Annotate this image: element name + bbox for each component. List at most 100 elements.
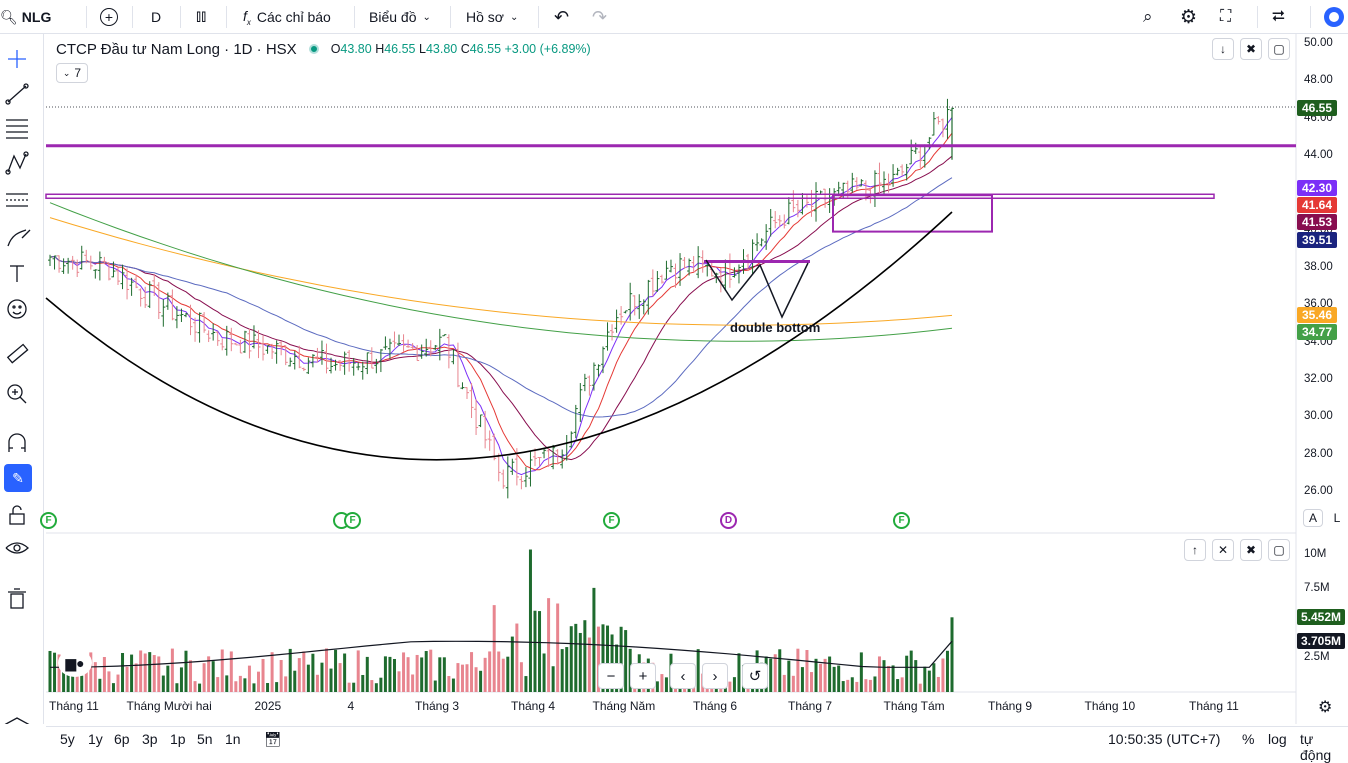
volume-bar <box>424 651 428 692</box>
quick-search-button[interactable]: ⌕ <box>1143 0 1153 34</box>
move-pane-down-button[interactable]: ↓ <box>1212 38 1234 60</box>
axis-settings-button[interactable]: ⚙ <box>1318 697 1332 717</box>
close-pane-button[interactable]: ✕ <box>1212 539 1234 561</box>
volume-bar <box>850 677 854 692</box>
volume-bar <box>125 666 129 692</box>
volume-bars <box>48 549 954 692</box>
collapse-icon: ✖ <box>1245 42 1257 56</box>
price-tick-label: 32.00 <box>1304 373 1333 385</box>
volume-bar <box>98 678 102 692</box>
volume-bar <box>900 677 904 692</box>
search-icon: 🔍︎ <box>0 8 18 25</box>
volume-bar <box>914 660 918 692</box>
volume-bar <box>75 675 79 692</box>
double-bottom-label[interactable]: double bottom <box>730 320 821 335</box>
move-pane-up-button[interactable]: ↑ <box>1184 539 1206 561</box>
profile-label: Hồ sơ <box>466 9 504 25</box>
dividend-event-icon[interactable]: F <box>344 512 361 529</box>
timezone-button[interactable]: 10:50:35 (UTC+7) <box>1108 731 1220 747</box>
open-value: 43.80 <box>340 42 372 56</box>
percent-scale-button[interactable]: % <box>1242 731 1254 747</box>
volume-bar <box>420 657 424 692</box>
range-1p-button[interactable]: 1p <box>170 731 186 747</box>
zoom-in-button[interactable]: + <box>630 663 656 689</box>
resistance-band <box>45 193 1215 200</box>
volume-bar <box>451 678 455 692</box>
collapse-volume-pane-button[interactable]: ✖ <box>1240 539 1262 561</box>
scroll-right-button[interactable]: › <box>702 663 728 689</box>
close-icon: ✕ <box>1217 543 1229 557</box>
log-scale-toggle[interactable]: log <box>1268 731 1287 747</box>
chart-menu-button[interactable]: Biểu đồ ⌄ <box>369 0 431 34</box>
volume-bar <box>855 681 859 692</box>
volume-bar <box>460 664 464 692</box>
log-scale-label: L <box>1333 511 1341 525</box>
log-label: log <box>1268 731 1287 747</box>
range-1n-button[interactable]: 1n <box>225 731 241 747</box>
interval-button[interactable]: D <box>151 0 161 34</box>
eye-icon <box>5 542 29 554</box>
fullscreen-button[interactable]: ⛶ <box>1220 0 1231 34</box>
share-button[interactable]: ⮂ <box>1272 0 1285 34</box>
moving-averages <box>49 117 953 476</box>
volume-bar <box>796 648 800 692</box>
zoom-icon <box>7 384 27 404</box>
dividend-event-icon[interactable]: F <box>40 512 57 529</box>
range-5y-button[interactable]: 5y <box>60 731 75 747</box>
compare-button[interactable]: + <box>100 0 118 34</box>
profile-menu-button[interactable]: Hồ sơ ⌄ <box>466 0 518 34</box>
price-tick-label: 50.00 <box>1304 37 1333 49</box>
volume-bar <box>927 670 931 692</box>
volume-bar <box>905 655 909 692</box>
collapse-pane-button[interactable]: ✖ <box>1240 38 1262 60</box>
volume-bar <box>782 674 786 692</box>
log-scale-button[interactable]: L <box>1327 509 1347 527</box>
volume-bar <box>334 649 338 692</box>
volume-bar <box>936 676 940 692</box>
auto-scale-button[interactable]: A <box>1303 509 1323 527</box>
range-3p-button[interactable]: 3p <box>142 731 158 747</box>
tradingview-logo-icon[interactable]: ▆● <box>58 649 92 677</box>
volume-bar <box>324 648 328 692</box>
volume-bar <box>388 656 392 692</box>
indicators-button[interactable]: fx Các chỉ báo <box>243 0 331 34</box>
brush-icon <box>7 229 31 247</box>
auto-scale-toggle[interactable]: tự động <box>1300 731 1348 763</box>
undo-button[interactable]: ↶ <box>554 0 569 34</box>
redo-button[interactable]: ↷ <box>592 0 607 34</box>
drawing-mode-button[interactable]: ✎ <box>4 464 32 492</box>
divider <box>538 6 539 28</box>
range-1y-button[interactable]: 1y <box>88 731 103 747</box>
drawing-toolbar: ✎ <box>0 34 44 724</box>
go-to-date-button[interactable]: 📅︎ <box>264 731 282 748</box>
bottom-toolbar: 5y 1y 6p 3p 1p 5n 1n 📅︎ 10:50:35 (UTC+7) % log… <box>46 726 1348 763</box>
settings-button[interactable]: ⚙ <box>1180 0 1197 34</box>
scroll-left-button[interactable]: ‹ <box>670 663 696 689</box>
reset-chart-button[interactable]: ↺ <box>742 663 768 689</box>
symbol-search[interactable]: 🔍︎ NLG <box>0 0 51 34</box>
dividend-event-icon[interactable]: F <box>893 512 910 529</box>
range-5n-button[interactable]: 5n <box>197 731 213 747</box>
chart-style-button[interactable]: ⫾⫾ <box>196 0 206 34</box>
volume-bar <box>315 674 319 692</box>
volume-bar <box>48 650 52 692</box>
high-label: H <box>375 42 385 56</box>
dividend-event-icon[interactable]: F <box>603 512 620 529</box>
volume-bar <box>211 661 215 692</box>
zoom-out-button[interactable]: − <box>598 663 624 689</box>
maximize-pane-button[interactable]: ▢ <box>1268 38 1290 60</box>
volume-bar <box>465 664 469 692</box>
percent-label: % <box>1242 731 1255 747</box>
volume-bar <box>266 683 270 692</box>
volume-bar <box>84 668 88 692</box>
chevron-left-icon: ‹ <box>680 667 686 685</box>
redo-icon: ↷ <box>592 6 608 27</box>
range-6p-button[interactable]: 6p <box>114 731 130 747</box>
earnings-event-icon[interactable]: D <box>720 512 737 529</box>
indicators-collapse-button[interactable]: ⌄ 7 <box>56 63 88 83</box>
text-icon <box>10 265 24 282</box>
maximize-volume-pane-button[interactable]: ▢ <box>1268 539 1290 561</box>
symbol-title[interactable]: CTCP Đầu tư Nam Long · 1D · HSX <box>56 40 297 58</box>
volume-bar <box>841 681 845 692</box>
